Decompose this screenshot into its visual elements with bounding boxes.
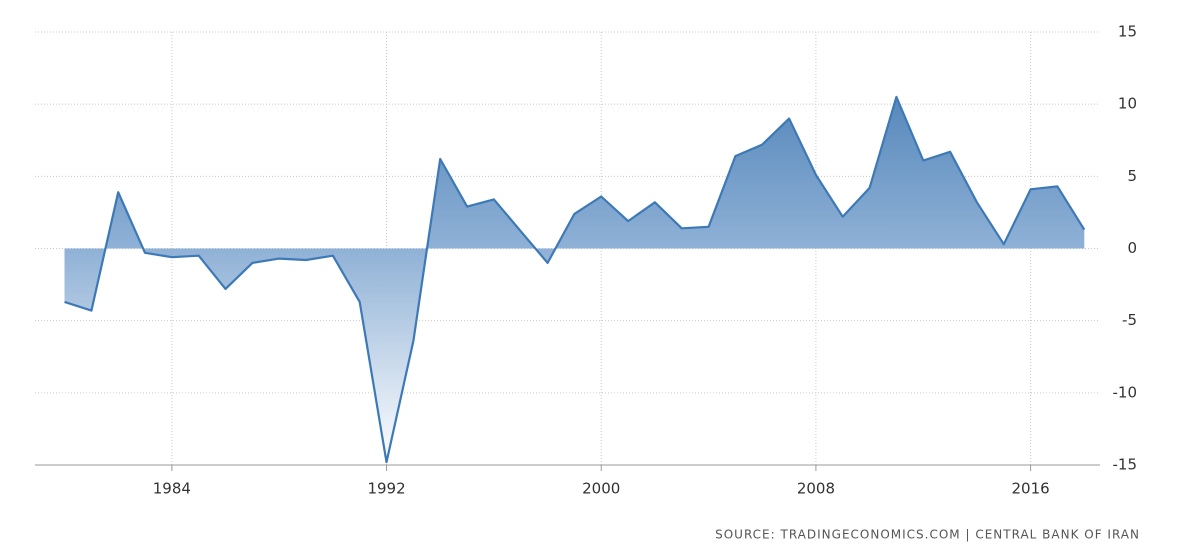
source-note: SOURCE: TRADINGECONOMICS.COM | CENTRAL B… [715,528,1140,542]
x-tick-label: 2016 [1012,480,1050,498]
y-tick-label: -10 [1113,383,1138,401]
y-tick-label: 10 [1118,95,1137,113]
data-line [64,95,1086,464]
x-tick-label: 2000 [582,480,620,498]
y-tick-label: 0 [1127,239,1137,257]
x-tick-label: 1984 [153,480,191,498]
y-tick-label: -5 [1122,311,1137,329]
x-tick-label: 1992 [367,480,405,498]
y-tick-label: -15 [1113,456,1138,474]
y-tick-label: 15 [1118,23,1137,41]
y-tick-label: 5 [1127,167,1137,185]
x-tick-label: 2008 [797,480,835,498]
